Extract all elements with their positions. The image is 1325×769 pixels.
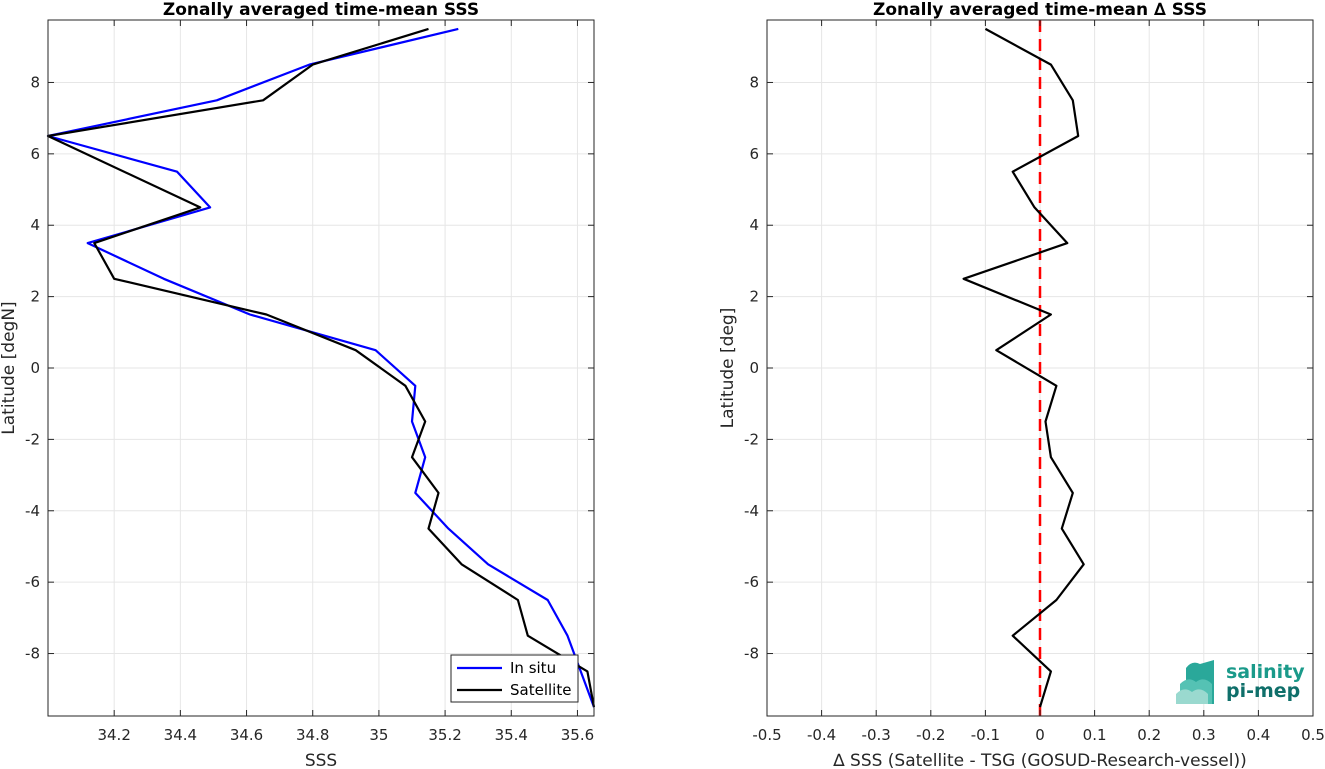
left-panel: 34.2 34.4 34.6 34.8 35 35.2 35.4 35.6 8 6 4 2 0 -2 -4 -… [0, 0, 596, 769]
legend: In situ Satellite [450, 654, 579, 703]
y-tick-label: -6 [744, 573, 759, 591]
legend-label-satellite: Satellite [510, 681, 571, 699]
y-tick-label: 8 [749, 73, 759, 91]
x-tick-label: 35.4 [495, 726, 528, 744]
y-tick-label: 4 [30, 216, 40, 234]
logo-text-line2: pi-mep [1226, 680, 1300, 702]
x-tick-label: 34.8 [296, 726, 329, 744]
y-tick-label: -2 [744, 430, 759, 448]
y-tick-label: 8 [30, 73, 40, 91]
x-tick-label: 34.4 [164, 726, 197, 744]
x-tick-label: 35.6 [561, 726, 594, 744]
y-tick-label: -4 [25, 502, 40, 520]
x-tick-label: 0 [1035, 726, 1045, 744]
y-tick-label: -2 [25, 430, 40, 448]
x-tick-label: 35.2 [428, 726, 461, 744]
y-tick-label: 0 [30, 359, 40, 377]
x-tick-label: 0.5 [1301, 726, 1325, 744]
left-y-axis-label: Latitude [degN] [0, 301, 19, 434]
x-tick-label: 34.6 [230, 726, 263, 744]
x-tick-label: 35 [369, 726, 388, 744]
x-tick-label: -0.5 [752, 726, 781, 744]
right-x-axis-label: ∆ SSS (Satellite - TSG (GOSUD-Research-v… [832, 751, 1247, 769]
y-tick-label: 2 [749, 288, 759, 306]
y-tick-label: 6 [30, 145, 40, 163]
y-tick-label: 6 [749, 145, 759, 163]
x-tick-label: 0.4 [1246, 726, 1270, 744]
y-tick-label: 0 [749, 359, 759, 377]
y-tick-label: -8 [744, 645, 759, 663]
x-tick-label: -0.2 [916, 726, 945, 744]
right-y-axis-label: Latitude [deg] [718, 308, 738, 429]
y-tick-label: -4 [744, 502, 759, 520]
y-tick-label: 2 [30, 288, 40, 306]
x-tick-label: -0.3 [862, 726, 891, 744]
x-tick-label: -0.1 [971, 726, 1000, 744]
x-tick-label: 34.2 [97, 726, 130, 744]
y-tick-label: 4 [749, 216, 759, 234]
right-chart-title: Zonally averaged time-mean ∆ SSS [873, 0, 1207, 20]
logo-waves-icon [1176, 660, 1214, 704]
x-tick-label: -0.4 [807, 726, 836, 744]
legend-box [450, 654, 579, 703]
logo-text-line1: salinity [1226, 661, 1305, 683]
x-tick-label: 0.3 [1192, 726, 1216, 744]
x-tick-label: 0.2 [1137, 726, 1161, 744]
y-tick-label: -8 [25, 645, 40, 663]
right-panel: -0.5 -0.4 -0.3 -0.2 -0.1 0 0.1 0.2 0.3 0.4 0.5 8 6 4 2… [718, 0, 1325, 769]
left-x-axis-label: SSS [305, 751, 337, 769]
y-tick-label: -6 [25, 573, 40, 591]
left-chart-title: Zonally averaged time-mean SSS [163, 0, 479, 20]
legend-label-in-situ: In situ [510, 659, 556, 677]
x-tick-label: 0.1 [1083, 726, 1107, 744]
salinity-pi-mep-logo: salinity pi-mep [1176, 660, 1305, 704]
series-line-delta-sss [962, 27, 1085, 708]
